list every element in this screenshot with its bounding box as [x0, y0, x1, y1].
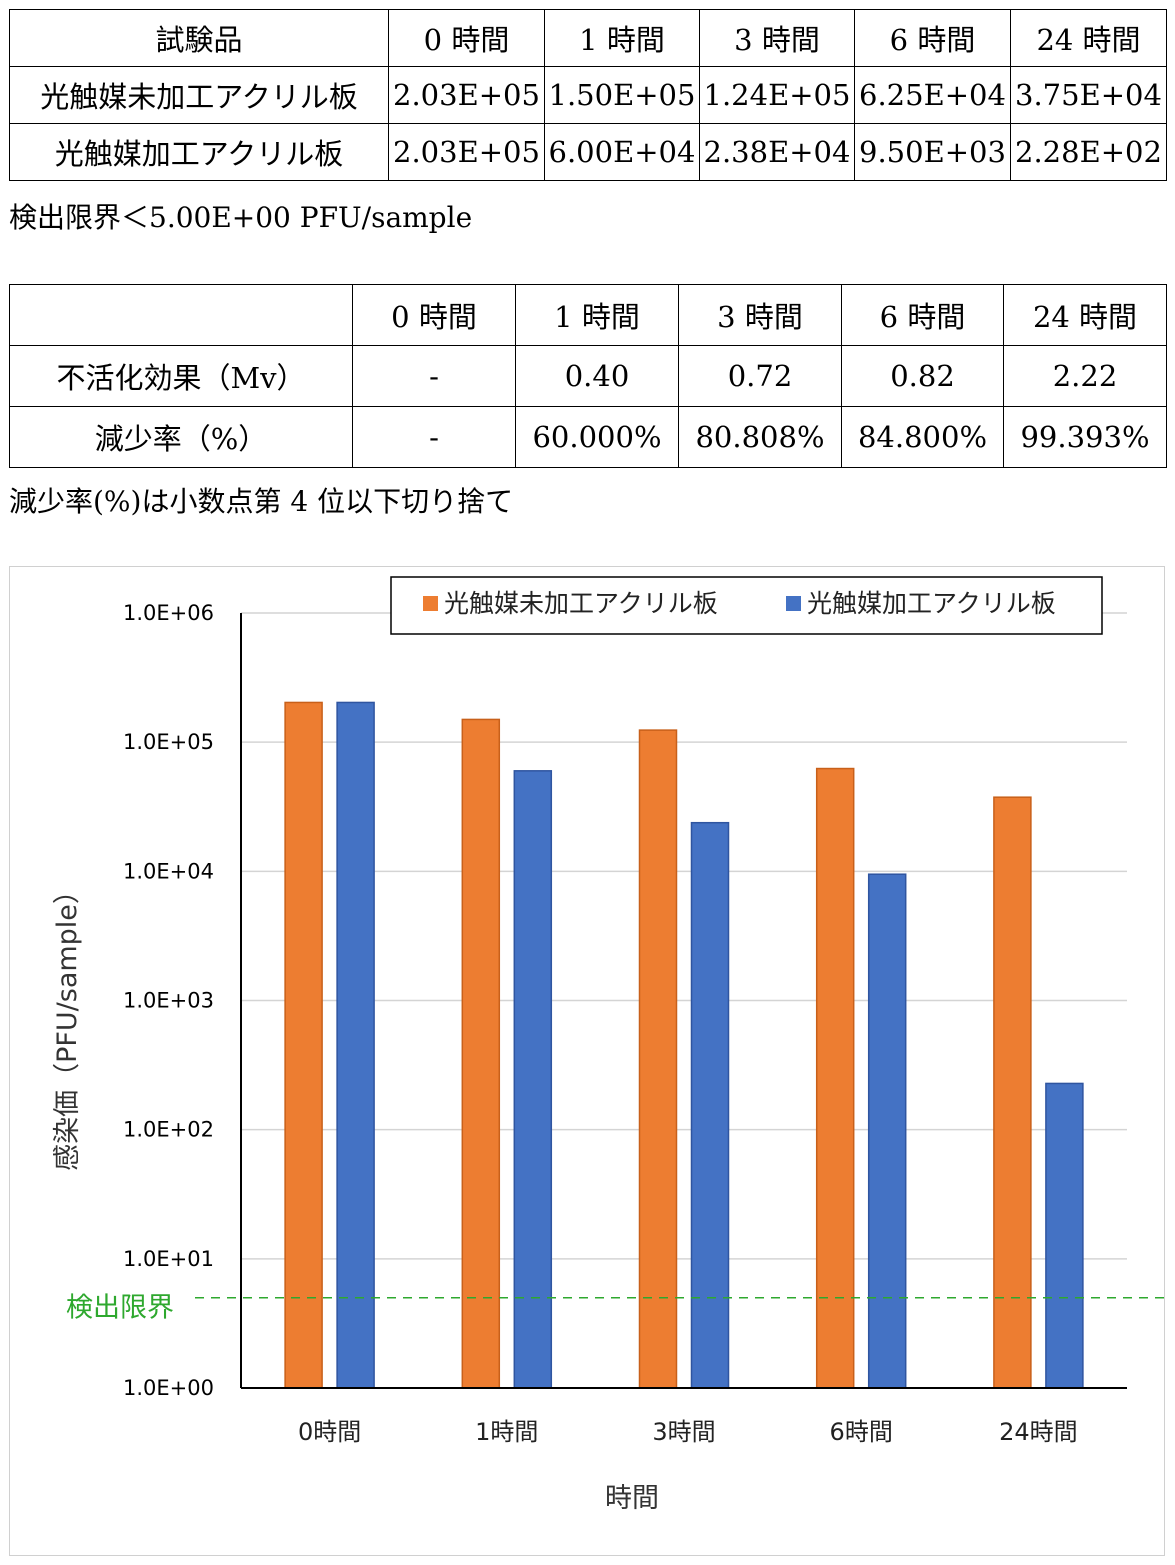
bar — [461, 718, 501, 1389]
legend-swatch — [786, 596, 801, 611]
bar — [284, 701, 323, 1389]
table-cell: 1.24E+05 — [699, 66, 855, 124]
bar — [993, 796, 1032, 1389]
bar — [513, 770, 553, 1389]
detection-limit-note: 検出限界＜5.00E+00 PFU/sample — [9, 201, 473, 234]
bar — [690, 821, 730, 1389]
table-row: 不活化効果（Mv） - 0.40 0.72 0.82 2.22 — [9, 345, 1167, 407]
y-tick-label: 1.0E+05 — [123, 730, 214, 754]
header-cell: 1 時間 — [544, 9, 700, 67]
table-row: 光触媒加工アクリル板 2.03E+05 6.00E+04 2.38E+04 9.… — [9, 123, 1167, 181]
x-axis-title: 時間 — [605, 1483, 659, 1514]
table-cell: 0.72 — [678, 345, 842, 407]
x-tick-label: 24時間 — [999, 1418, 1078, 1446]
table-cell: 84.800% — [841, 406, 1004, 468]
detection-limit-label: 検出限界 — [66, 1293, 174, 1324]
table-cell: 99.393% — [1003, 406, 1167, 468]
header-cell — [9, 284, 353, 346]
inactivation-table: 0 時間 1 時間 3 時間 6 時間 24 時間 不活化効果（Mv） - 0.… — [9, 284, 1167, 468]
table-cell: 9.50E+03 — [854, 123, 1011, 181]
table-cell: 1.50E+05 — [544, 66, 700, 124]
header-cell: 3 時間 — [678, 284, 842, 346]
table-cell: 2.22 — [1003, 345, 1167, 407]
header-cell: 24 時間 — [1010, 9, 1167, 67]
header-cell: 0 時間 — [388, 9, 545, 67]
table-row: 減少率（%） - 60.000% 80.808% 84.800% 99.393% — [9, 406, 1167, 468]
chart-frame — [9, 566, 1165, 1556]
bar — [638, 729, 678, 1389]
header-cell: 24 時間 — [1003, 284, 1167, 346]
y-tick-label: 1.0E+02 — [123, 1118, 214, 1142]
table-cell: 0.82 — [841, 345, 1004, 407]
table-cell: 2.38E+04 — [699, 123, 855, 181]
table-header-row: 0 時間 1 時間 3 時間 6 時間 24 時間 — [9, 284, 1167, 346]
x-tick-label: 3時間 — [652, 1418, 715, 1446]
bar — [815, 767, 855, 1389]
legend-label: 光触媒未加工アクリル板 — [444, 589, 718, 618]
table-cell: 2.03E+05 — [388, 123, 545, 181]
x-tick-label: 0時間 — [298, 1418, 361, 1446]
header-cell: 1 時間 — [515, 284, 679, 346]
legend-swatch — [423, 596, 438, 611]
row-label-cell: 減少率（%） — [9, 406, 353, 468]
bar — [336, 701, 375, 1389]
viral-titer-table: 試験品 0 時間 1 時間 3 時間 6 時間 24 時間 光触媒未加工アクリル… — [9, 9, 1167, 181]
header-cell: 0 時間 — [352, 284, 516, 346]
header-cell: 6 時間 — [841, 284, 1004, 346]
bar — [1045, 1082, 1084, 1389]
table-cell: 60.000% — [515, 406, 679, 468]
y-tick-label: 1.0E+00 — [123, 1376, 214, 1400]
y-tick-label: 1.0E+01 — [123, 1247, 214, 1271]
reduction-rate-note: 減少率(%)は小数点第 4 位以下切り捨て — [9, 485, 514, 518]
y-tick-label: 1.0E+06 — [123, 601, 214, 625]
table-cell: 2.03E+05 — [388, 66, 545, 124]
row-label-cell: 光触媒加工アクリル板 — [9, 123, 389, 181]
bar — [867, 873, 907, 1389]
y-tick-label: 1.0E+03 — [123, 989, 214, 1013]
legend-label: 光触媒加工アクリル板 — [807, 589, 1056, 618]
table-cell: 6.25E+04 — [854, 66, 1011, 124]
table-row: 光触媒未加工アクリル板 2.03E+05 1.50E+05 1.24E+05 6… — [9, 66, 1167, 124]
legend-box — [390, 576, 1103, 635]
header-cell: 試験品 — [9, 9, 389, 67]
row-label-cell: 不活化効果（Mv） — [9, 345, 353, 407]
table-cell: - — [352, 406, 516, 468]
table-cell: 3.75E+04 — [1010, 66, 1167, 124]
table-cell: 2.28E+02 — [1010, 123, 1167, 181]
x-tick-label: 1時間 — [475, 1418, 538, 1446]
table-cell: 0.40 — [515, 345, 679, 407]
x-tick-label: 6時間 — [830, 1418, 893, 1446]
y-tick-label: 1.0E+04 — [123, 859, 214, 883]
table-cell: 80.808% — [678, 406, 842, 468]
y-axis-title: 感染価（PFU/sample） — [52, 877, 83, 1171]
